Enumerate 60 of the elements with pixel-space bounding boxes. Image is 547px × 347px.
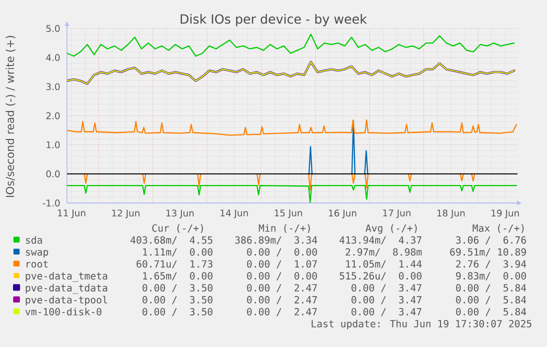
chart-title: Disk IOs per device - by week xyxy=(180,14,367,26)
text: 0.00 / 3.47 xyxy=(352,284,422,292)
text: 386.89m/ 3.34 xyxy=(235,236,318,245)
text: 0.00 / 0.00 xyxy=(247,272,317,280)
text: 69.51m/ 10.89 xyxy=(450,248,526,256)
text: 413.94m/ 4.37 xyxy=(340,236,422,245)
text: 0.00 / 3.47 xyxy=(352,308,422,316)
text: 403.68m/ 4.55 xyxy=(130,236,212,245)
text: 0.00 / 2.47 xyxy=(247,308,317,316)
text: 0.00 / 1.07 xyxy=(247,260,317,268)
text: Last update: Thu Jun 19 17:30:07 2025 xyxy=(312,320,532,330)
line-series xyxy=(67,120,517,136)
text: 2.97m/ 8.98m xyxy=(346,248,422,256)
legend-label: root xyxy=(26,260,48,268)
text: Min (-/+) xyxy=(258,224,310,233)
text: 0.00 / 5.84 xyxy=(456,284,526,292)
text: 0.00 / 5.84 xyxy=(456,308,526,316)
line-series xyxy=(67,34,515,57)
legend-label: pve-data_tmeta xyxy=(26,272,108,282)
x-tick-label: 16 Jun xyxy=(329,210,356,218)
legend-label: pve-data_tdata xyxy=(26,284,108,294)
text: Avg (-/+) xyxy=(366,224,417,234)
x-tick-label: 11 Jun xyxy=(58,210,86,218)
text: 0.00 / 3.50 xyxy=(142,296,212,304)
text: 1.11m/ 0.00 xyxy=(143,248,212,256)
x-tick-label: 12 Jun xyxy=(112,210,140,218)
text: 1.65m/ 0.00 xyxy=(143,272,212,280)
x-tick-label: 19 Jun xyxy=(492,210,519,218)
y-tick-label: 3.0 xyxy=(46,83,60,90)
y-tick-label: 1.0 xyxy=(46,141,60,148)
text: 2.76 / 3.94 xyxy=(456,260,526,268)
text: 515.26u/ 0.00 xyxy=(340,272,422,280)
text: 0.00 / 5.84 xyxy=(456,296,526,304)
text: 3.06 / 6.76 xyxy=(456,236,526,245)
text: 0.00 / 3.47 xyxy=(352,296,422,304)
legend-label: vm-100-disk-0 xyxy=(25,308,102,316)
x-tick-label: 13 Jun xyxy=(166,210,194,218)
x-tick-label: 14 Jun xyxy=(220,210,248,218)
text: Cur (-/+) xyxy=(152,224,203,233)
y-tick-label: 2.0 xyxy=(46,112,60,120)
y-tick-label: 0.0 xyxy=(46,170,60,178)
text: 0.00 / 0.00 xyxy=(247,248,317,256)
x-tick-label: 15 Jun xyxy=(274,210,302,218)
legend-label: sda xyxy=(26,236,42,244)
y-axis-title: IOs/second read (-) / write (+) xyxy=(6,36,16,197)
text: 9.83m/ 0.00 xyxy=(456,272,526,280)
y-tick-label: 5.0 xyxy=(46,25,60,32)
text: 0.00 / 2.47 xyxy=(247,284,317,292)
x-tick-label: 18 Jun xyxy=(437,210,465,218)
text: 60.71u/ 1.73 xyxy=(136,260,212,268)
y-tick-label: 4.0 xyxy=(46,54,60,62)
legend-label: pve-data-tpool xyxy=(26,296,108,306)
legend-label: swap xyxy=(26,250,48,258)
x-tick-label: 17 Jun xyxy=(383,210,410,218)
text: 0.00 / 3.50 xyxy=(142,308,212,316)
text: 0.00 / 2.47 xyxy=(247,296,317,304)
text: 0.00 / 3.50 xyxy=(142,284,212,292)
text: 11.05m/ 1.44 xyxy=(346,260,422,268)
text: Max (-/+) xyxy=(472,224,524,233)
y-tick-label: -1.0 xyxy=(42,200,60,206)
